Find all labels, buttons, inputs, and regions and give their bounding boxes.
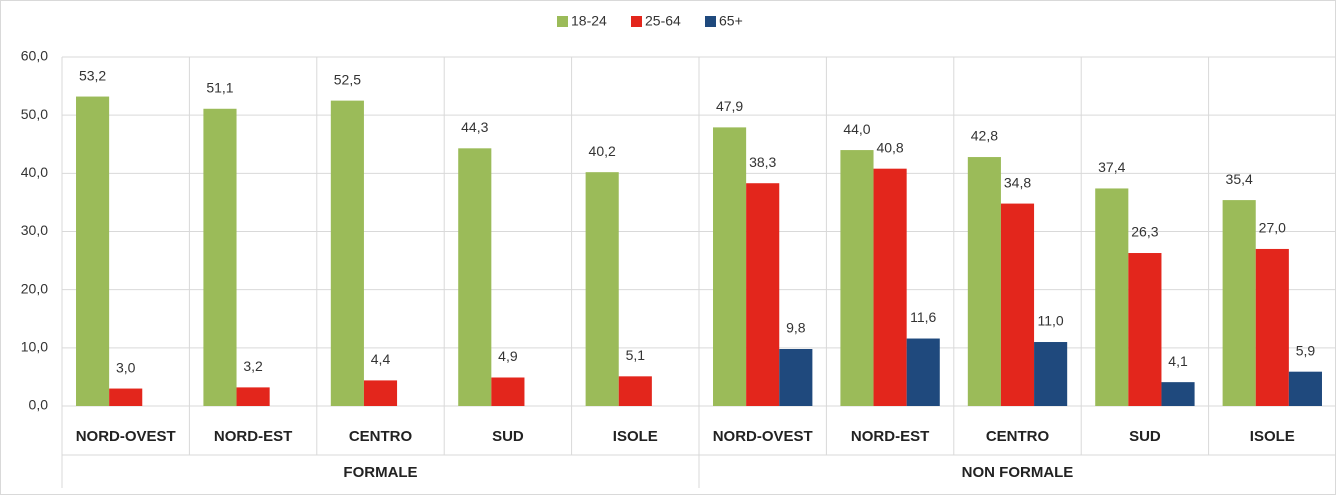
data-label: 42,8 bbox=[971, 128, 998, 144]
data-label: 35,4 bbox=[1226, 171, 1253, 187]
x-tick-label: NORD-EST bbox=[214, 428, 292, 445]
bar bbox=[779, 348, 813, 406]
y-tick-label: 30,0 bbox=[21, 222, 48, 238]
data-label: 4,9 bbox=[498, 348, 518, 364]
bar bbox=[1095, 188, 1129, 406]
bar bbox=[746, 183, 780, 406]
data-label: 44,3 bbox=[461, 119, 488, 135]
data-label: 4,1 bbox=[1168, 353, 1188, 369]
bar bbox=[618, 376, 652, 406]
data-label: 47,9 bbox=[716, 98, 743, 114]
data-label: 40,8 bbox=[876, 139, 903, 155]
bar bbox=[840, 150, 874, 406]
legend-swatch bbox=[557, 16, 568, 27]
bar bbox=[1288, 371, 1322, 406]
x-tick-label: SUD bbox=[492, 428, 524, 445]
data-label: 40,2 bbox=[589, 143, 616, 159]
bar bbox=[203, 108, 237, 406]
x-tick-label: NORD-EST bbox=[851, 428, 929, 445]
legend-swatch bbox=[705, 16, 716, 27]
bar bbox=[967, 157, 1001, 406]
y-tick-label: 10,0 bbox=[21, 339, 48, 355]
x-tick-label: SUD bbox=[1129, 428, 1161, 445]
bar bbox=[458, 148, 492, 407]
group-label: FORMALE bbox=[343, 464, 417, 481]
bar bbox=[76, 96, 110, 406]
data-label: 53,2 bbox=[79, 67, 106, 83]
legend-label: 18-24 bbox=[571, 13, 607, 29]
group-label: NON FORMALE bbox=[962, 464, 1074, 481]
x-tick-label: NORD-OVEST bbox=[76, 428, 176, 445]
data-label: 3,2 bbox=[243, 358, 263, 374]
data-label: 37,4 bbox=[1098, 159, 1125, 175]
data-label: 11,0 bbox=[1038, 313, 1064, 329]
bar bbox=[906, 338, 940, 406]
data-label: 5,1 bbox=[626, 347, 646, 363]
x-tick-label: ISOLE bbox=[613, 428, 658, 445]
bar bbox=[363, 380, 398, 406]
x-tick-label: CENTRO bbox=[349, 428, 413, 445]
data-label: 34,8 bbox=[1004, 174, 1031, 190]
bar bbox=[491, 377, 525, 406]
bar bbox=[1255, 248, 1289, 406]
x-tick-label: NORD-OVEST bbox=[713, 428, 813, 445]
bar bbox=[1128, 253, 1162, 406]
bar bbox=[1161, 382, 1195, 406]
data-label: 5,9 bbox=[1296, 342, 1316, 358]
bar bbox=[109, 388, 143, 406]
data-label: 44,0 bbox=[843, 121, 870, 137]
y-tick-label: 50,0 bbox=[21, 106, 48, 122]
legend-swatch bbox=[631, 16, 642, 27]
data-label: 4,4 bbox=[371, 351, 391, 367]
data-label: 38,3 bbox=[749, 154, 776, 170]
bar bbox=[873, 168, 907, 406]
data-label: 9,8 bbox=[786, 320, 806, 336]
data-label: 27,0 bbox=[1259, 220, 1286, 236]
bar bbox=[1222, 200, 1256, 406]
y-tick-label: 20,0 bbox=[21, 280, 48, 296]
y-tick-label: 0,0 bbox=[29, 397, 49, 413]
bar bbox=[585, 172, 619, 406]
bar bbox=[1000, 203, 1035, 406]
bar bbox=[330, 100, 364, 406]
x-tick-label: ISOLE bbox=[1250, 428, 1295, 445]
bar bbox=[713, 127, 747, 407]
bar bbox=[1034, 342, 1068, 406]
data-label: 26,3 bbox=[1131, 224, 1158, 240]
y-tick-label: 60,0 bbox=[21, 48, 48, 64]
data-label: 3,0 bbox=[116, 359, 136, 375]
data-label: 51,1 bbox=[206, 79, 233, 95]
data-label: 11,6 bbox=[910, 309, 936, 325]
x-tick-label: CENTRO bbox=[986, 428, 1050, 445]
legend-label: 65+ bbox=[719, 13, 743, 29]
legend-label: 25-64 bbox=[645, 13, 681, 29]
bar bbox=[236, 387, 270, 406]
data-label: 52,5 bbox=[334, 71, 361, 87]
y-tick-label: 40,0 bbox=[21, 164, 48, 180]
